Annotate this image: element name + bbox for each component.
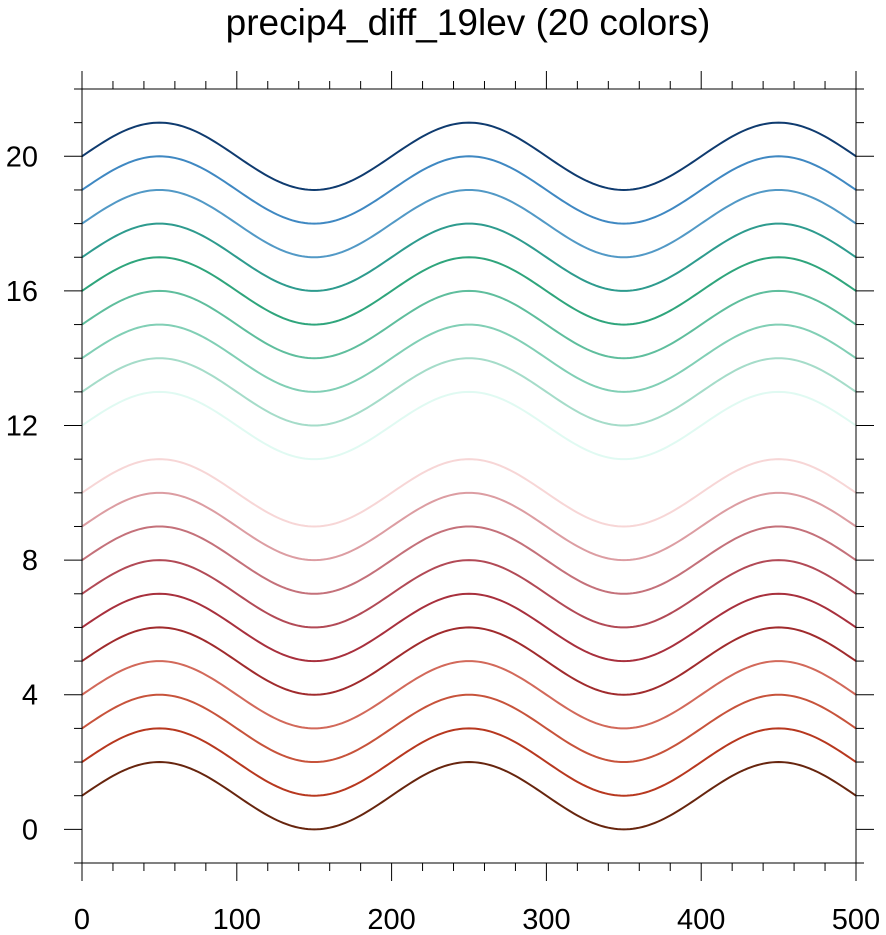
series-line-19	[81, 121, 857, 191]
axis-ticks	[64, 71, 874, 881]
series-line-0	[81, 761, 857, 831]
series-line-4	[81, 626, 857, 696]
series-line-1	[81, 727, 857, 797]
series-line-15	[81, 256, 857, 326]
x-tick-label: 300	[522, 904, 570, 935]
y-tick-label: 4	[22, 680, 38, 712]
series-line-13	[81, 323, 857, 393]
series-line-6	[81, 559, 857, 629]
plot-frame	[81, 88, 857, 864]
y-tick-label: 8	[22, 545, 38, 577]
series-line-3	[81, 660, 857, 730]
x-tick-label: 200	[367, 904, 415, 935]
x-tick-label: 500	[832, 904, 880, 935]
series-line-16	[81, 222, 857, 292]
series-line-17	[81, 188, 857, 259]
series-line-8	[81, 491, 857, 562]
x-tick-label: 100	[213, 904, 261, 935]
chart-title: precip4_diff_19lev (20 colors)	[226, 2, 711, 43]
series-group	[81, 121, 857, 831]
axis-tick-labels: 0 100 200 300 400 500 0 4 8 12 16 20	[6, 141, 880, 935]
x-tick-label: 0	[74, 904, 90, 935]
y-tick-label: 20	[6, 141, 38, 173]
y-tick-label: 0	[22, 814, 38, 846]
series-line-2	[81, 693, 857, 764]
x-tick-label: 400	[677, 904, 725, 935]
y-tick-label: 12	[6, 411, 38, 443]
y-tick-label: 16	[6, 276, 38, 308]
series-line-5	[81, 592, 857, 663]
series-line-10	[81, 424, 857, 494]
series-line-12	[81, 357, 857, 427]
series-line-11	[81, 390, 857, 461]
series-line-7	[81, 525, 857, 595]
series-line-9	[81, 458, 857, 528]
series-line-18	[81, 155, 857, 225]
series-line-14	[81, 289, 857, 360]
